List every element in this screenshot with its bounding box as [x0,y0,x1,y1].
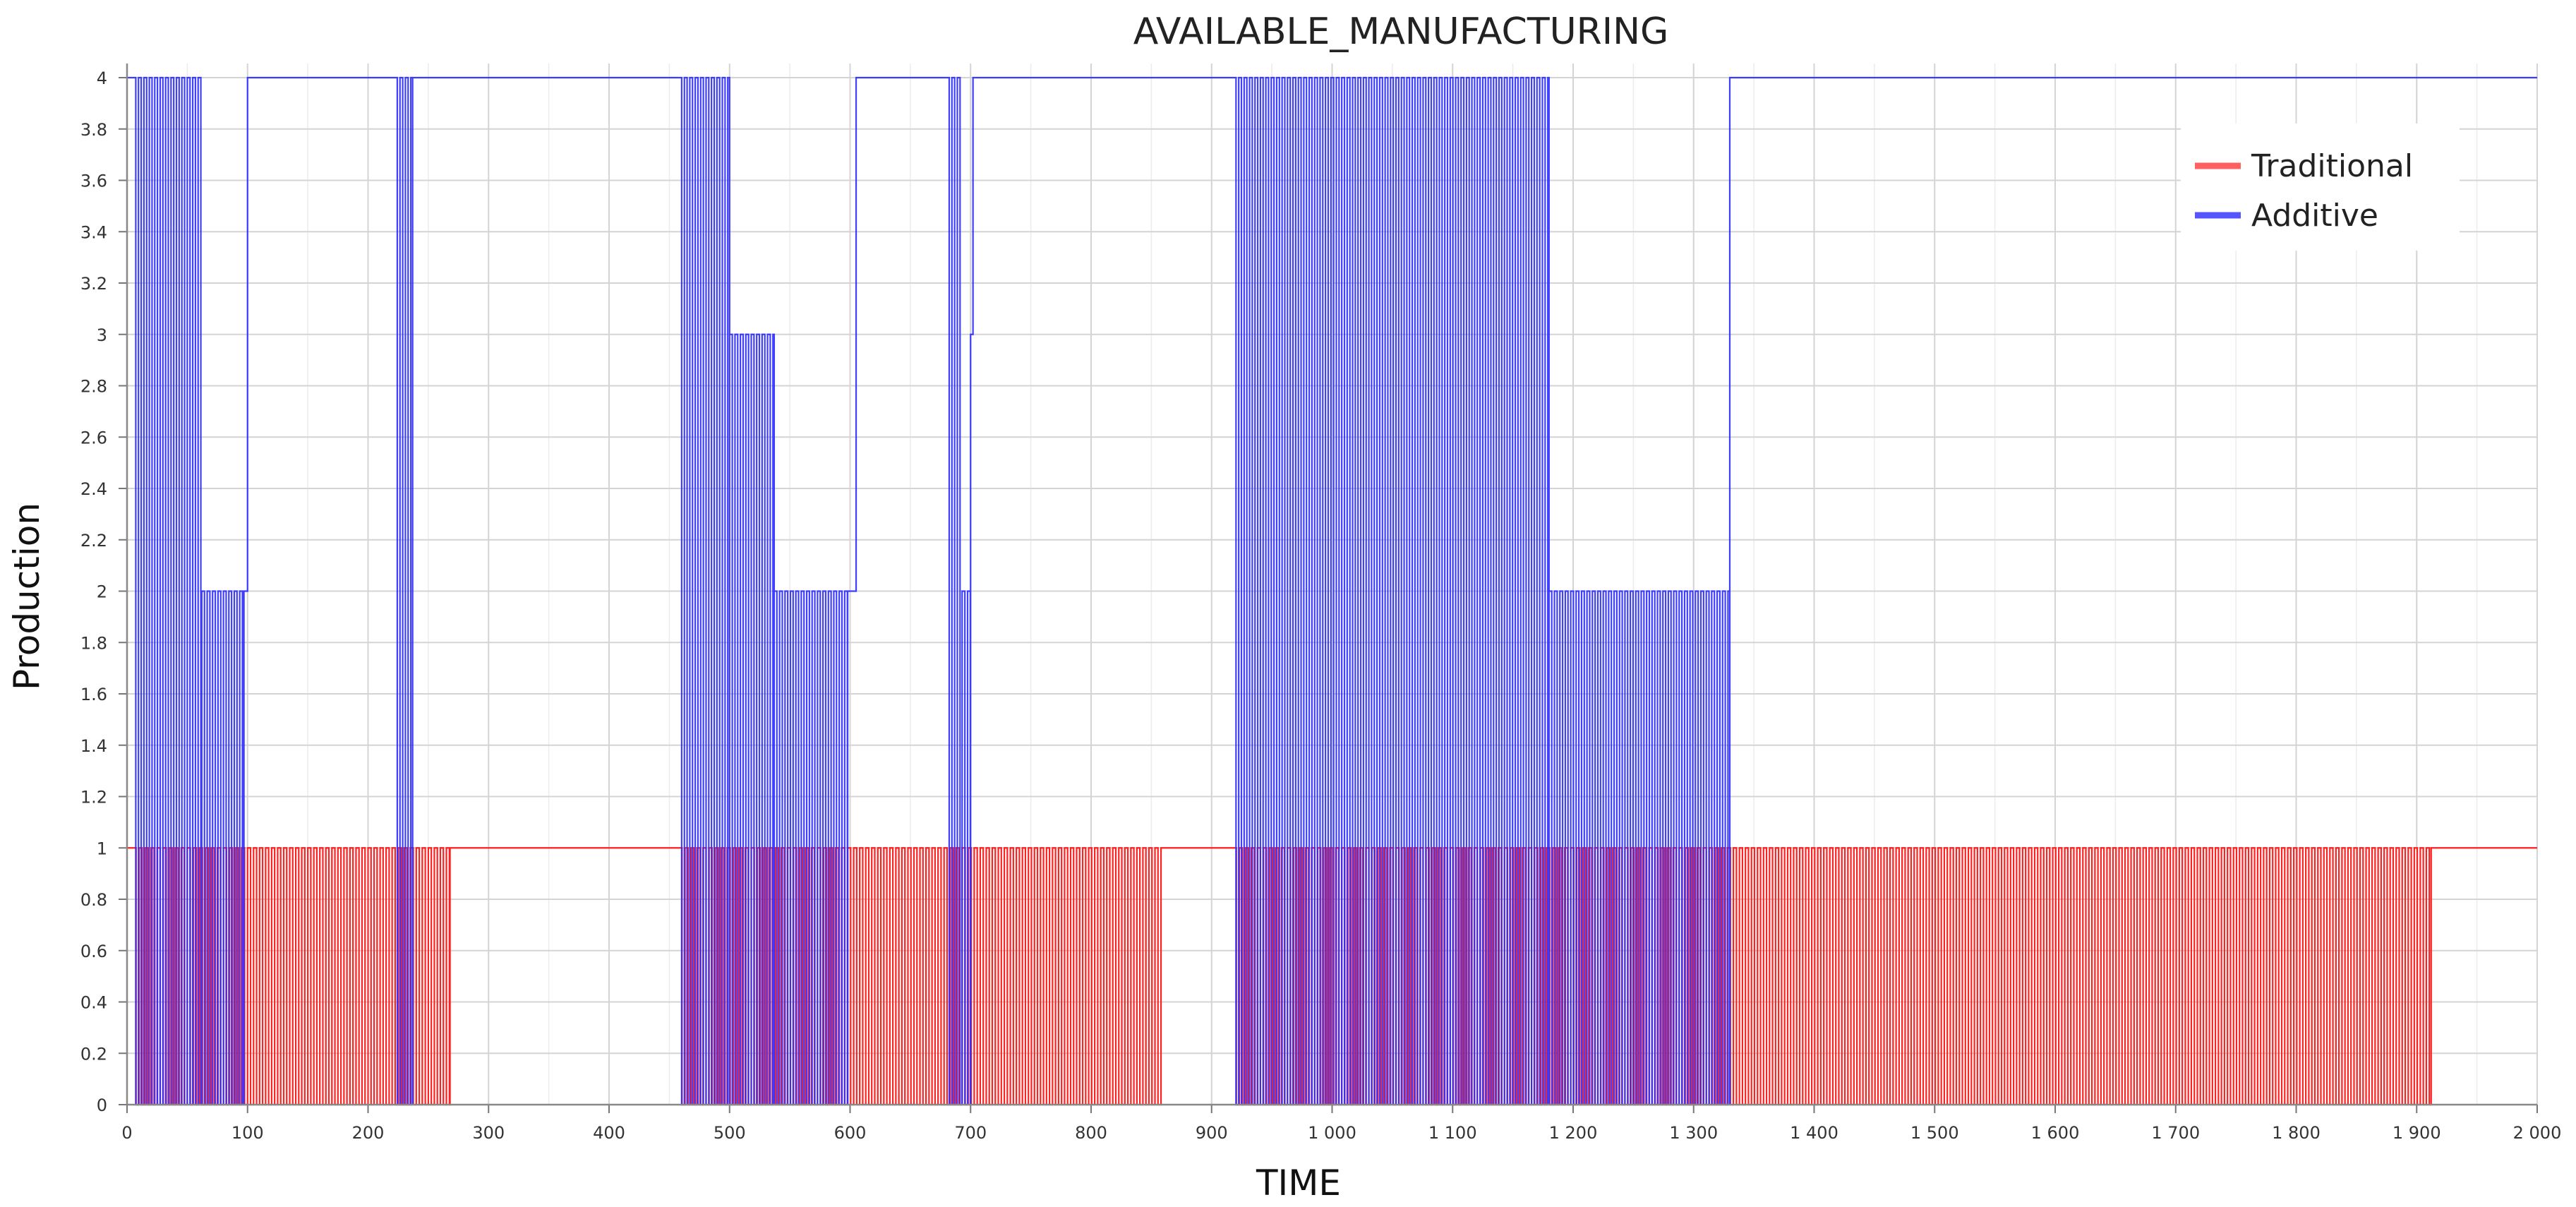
x-tick-label: 1 900 [2393,1123,2441,1143]
x-tick-label: 500 [714,1123,746,1143]
y-tick-label: 3 [97,325,107,345]
x-axis-title: TIME [1256,1163,1341,1203]
x-tick-label: 400 [593,1123,625,1143]
x-tick-label: 1 300 [1669,1123,1718,1143]
y-tick-label: 1.4 [80,736,107,756]
x-tick-label: 300 [472,1123,505,1143]
x-tick-label: 700 [954,1123,987,1143]
y-tick-label: 1 [97,839,107,858]
y-tick-label: 1.2 [80,788,107,807]
x-tick-label: 0 [121,1123,132,1143]
y-tick-label: 3.2 [80,274,107,294]
x-tick-label: 1 800 [2272,1123,2321,1143]
y-tick-label: 2.8 [80,377,107,397]
y-tick-label: 4 [97,68,107,88]
y-tick-label: 1.6 [80,685,107,704]
legend-box [2181,124,2460,251]
y-tick-label: 3.4 [80,222,107,242]
axes: 0 100 200 300 400 500 600 700 800 900 1 000 1 100 1 … [80,64,2562,1143]
x-tick-label: 200 [352,1123,385,1143]
y-tick-label: 2 [97,582,107,602]
y-tick-label: 0.4 [80,993,107,1013]
x-tick-label: 900 [1196,1123,1228,1143]
y-tick-label: 2.2 [80,531,107,551]
legend-label-additive: Additive [2251,198,2378,234]
y-tick-label: 0.8 [80,890,107,910]
x-tick-label: 1 700 [2151,1123,2200,1143]
y-tick-label: 0.6 [80,942,107,961]
x-tick-label: 1 100 [1428,1123,1477,1143]
x-tick-label: 100 [231,1123,264,1143]
x-tick-label: 1 600 [2031,1123,2080,1143]
y-tick-label: 1.8 [80,633,107,653]
y-tick-label: 0.2 [80,1044,107,1064]
y-tick-label: 2.4 [80,479,107,499]
x-tick-label: 800 [1075,1123,1107,1143]
x-tick-label: 1 400 [1790,1123,1838,1143]
y-tick-label: 2.6 [80,428,107,448]
chart-title: AVAILABLE_MANUFACTURING [1133,11,1669,53]
legend-label-traditional: Traditional [2251,148,2413,184]
x-tick-label: 1 200 [1549,1123,1598,1143]
legend: Traditional Additive [2181,124,2460,251]
x-tick-label: 1 000 [1308,1123,1356,1143]
x-tick-label: 1 500 [1910,1123,1959,1143]
y-tick-label: 3.8 [80,120,107,140]
x-tick-label: 600 [834,1123,867,1143]
y-tick-label: 3.6 [80,172,107,191]
y-axis-title: Production [6,503,47,690]
y-tick-label: 0 [97,1095,107,1115]
x-tick-label: 2 000 [2513,1123,2562,1143]
